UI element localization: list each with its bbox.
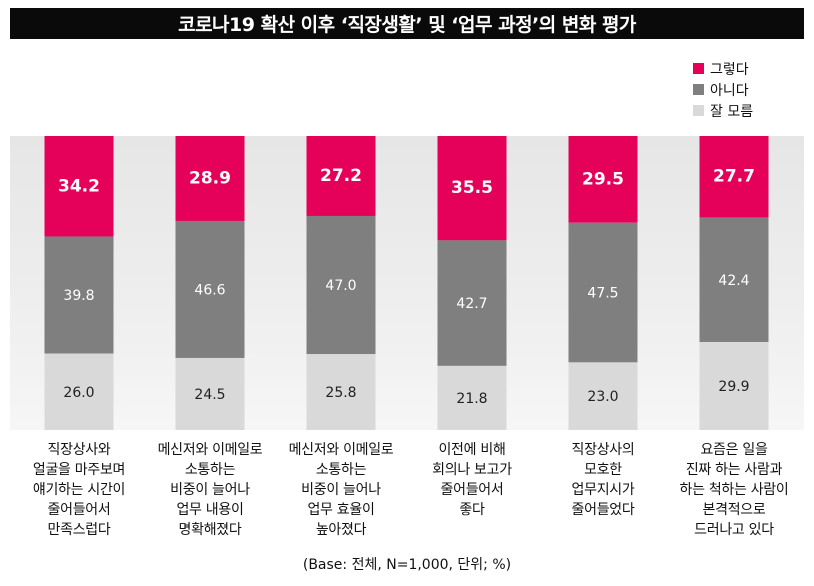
data-label-agree-4: 35.5 bbox=[451, 178, 493, 198]
data-label-agree-5: 29.5 bbox=[582, 169, 624, 189]
chart-background bbox=[10, 136, 804, 430]
bar-segment-unknown-2 bbox=[175, 357, 245, 430]
bar-segment-disagree-5 bbox=[568, 222, 638, 363]
data-label-unknown-5: 23.0 bbox=[587, 389, 618, 405]
data-label-agree-2: 28.9 bbox=[189, 168, 231, 188]
bar-segment-disagree-3 bbox=[306, 215, 376, 355]
bar-segment-unknown-6 bbox=[699, 342, 769, 430]
legend-swatch-disagree bbox=[693, 84, 704, 95]
data-label-unknown-4: 21.8 bbox=[456, 391, 487, 407]
legend-label-disagree: 아니다 bbox=[710, 82, 749, 99]
bar-segment-disagree-1 bbox=[44, 236, 114, 354]
legend-item-agree: 그렇다 bbox=[693, 58, 753, 79]
chart-title-bar: 코로나19 확산 이후 ‘직장생활’ 및 ‘업무 과정’의 변화 평가 bbox=[10, 8, 804, 39]
bar-segment-unknown-5 bbox=[568, 362, 638, 430]
data-label-disagree-2: 46.6 bbox=[194, 282, 225, 298]
data-label-unknown-2: 24.5 bbox=[194, 387, 225, 403]
bar-segment-agree-5 bbox=[568, 136, 638, 223]
legend-swatch-agree bbox=[693, 63, 704, 74]
data-label-disagree-1: 39.8 bbox=[63, 288, 94, 304]
legend-label-agree: 그렇다 bbox=[710, 61, 749, 78]
bar-segment-agree-6 bbox=[699, 136, 769, 218]
category-label-2: 메신저와 이메일로 소통하는 비중이 늘어나 업무 내용이 명확해졌다 bbox=[157, 442, 263, 538]
category-label-6: 요즘은 일을 진짜 하는 사람과 하는 척하는 사람이 본격적으로 드러나고 있… bbox=[679, 442, 789, 538]
data-label-unknown-1: 26.0 bbox=[63, 385, 94, 401]
legend: 그렇다 아니다 잘 모름 bbox=[693, 58, 753, 121]
category-label-3: 메신저와 이메일로 소통하는 비중이 늘어나 업무 효율이 높아졌다 bbox=[288, 442, 394, 538]
bar-segment-agree-1 bbox=[44, 136, 114, 237]
data-label-agree-3: 27.2 bbox=[320, 166, 362, 186]
chart-title: 코로나19 확산 이후 ‘직장생활’ 및 ‘업무 과정’의 변화 평가 bbox=[178, 14, 636, 36]
bar-segment-disagree-4 bbox=[437, 240, 507, 366]
category-label-1: 직장상사와 얼굴을 마주보며 얘기하는 시간이 줄어들어서 만족스럽다 bbox=[32, 442, 126, 538]
legend-item-unknown: 잘 모름 bbox=[693, 100, 753, 121]
data-label-unknown-3: 25.8 bbox=[325, 385, 356, 401]
legend-label-unknown: 잘 모름 bbox=[710, 103, 754, 120]
data-label-unknown-6: 29.9 bbox=[718, 379, 749, 395]
legend-item-disagree: 아니다 bbox=[693, 79, 753, 100]
data-label-disagree-3: 47.0 bbox=[325, 278, 356, 294]
legend-swatch-unknown bbox=[693, 105, 704, 116]
data-label-disagree-6: 42.4 bbox=[718, 273, 749, 289]
bar-segment-agree-2 bbox=[175, 136, 245, 221]
data-label-agree-6: 27.7 bbox=[713, 167, 755, 187]
bar-segment-unknown-3 bbox=[306, 354, 376, 430]
bar-segment-unknown-4 bbox=[437, 365, 507, 430]
data-label-agree-1: 34.2 bbox=[58, 176, 100, 196]
data-label-disagree-4: 42.7 bbox=[456, 296, 487, 312]
footnote: (Base: 전체, N=1,000, 단위; %) bbox=[302, 557, 512, 573]
bar-segment-agree-4 bbox=[437, 136, 507, 241]
bar-segment-agree-3 bbox=[306, 136, 376, 216]
bar-segment-disagree-6 bbox=[699, 217, 769, 343]
data-label-disagree-5: 47.5 bbox=[587, 286, 618, 302]
bar-segment-disagree-2 bbox=[175, 220, 245, 358]
category-label-4: 이전에 비해 회의나 보고가 줄어들어서 좋다 bbox=[432, 442, 512, 518]
category-label-5: 직장상사의 모호한 업무지시가 줄어들었다 bbox=[571, 442, 635, 518]
bar-segment-unknown-1 bbox=[44, 353, 114, 430]
